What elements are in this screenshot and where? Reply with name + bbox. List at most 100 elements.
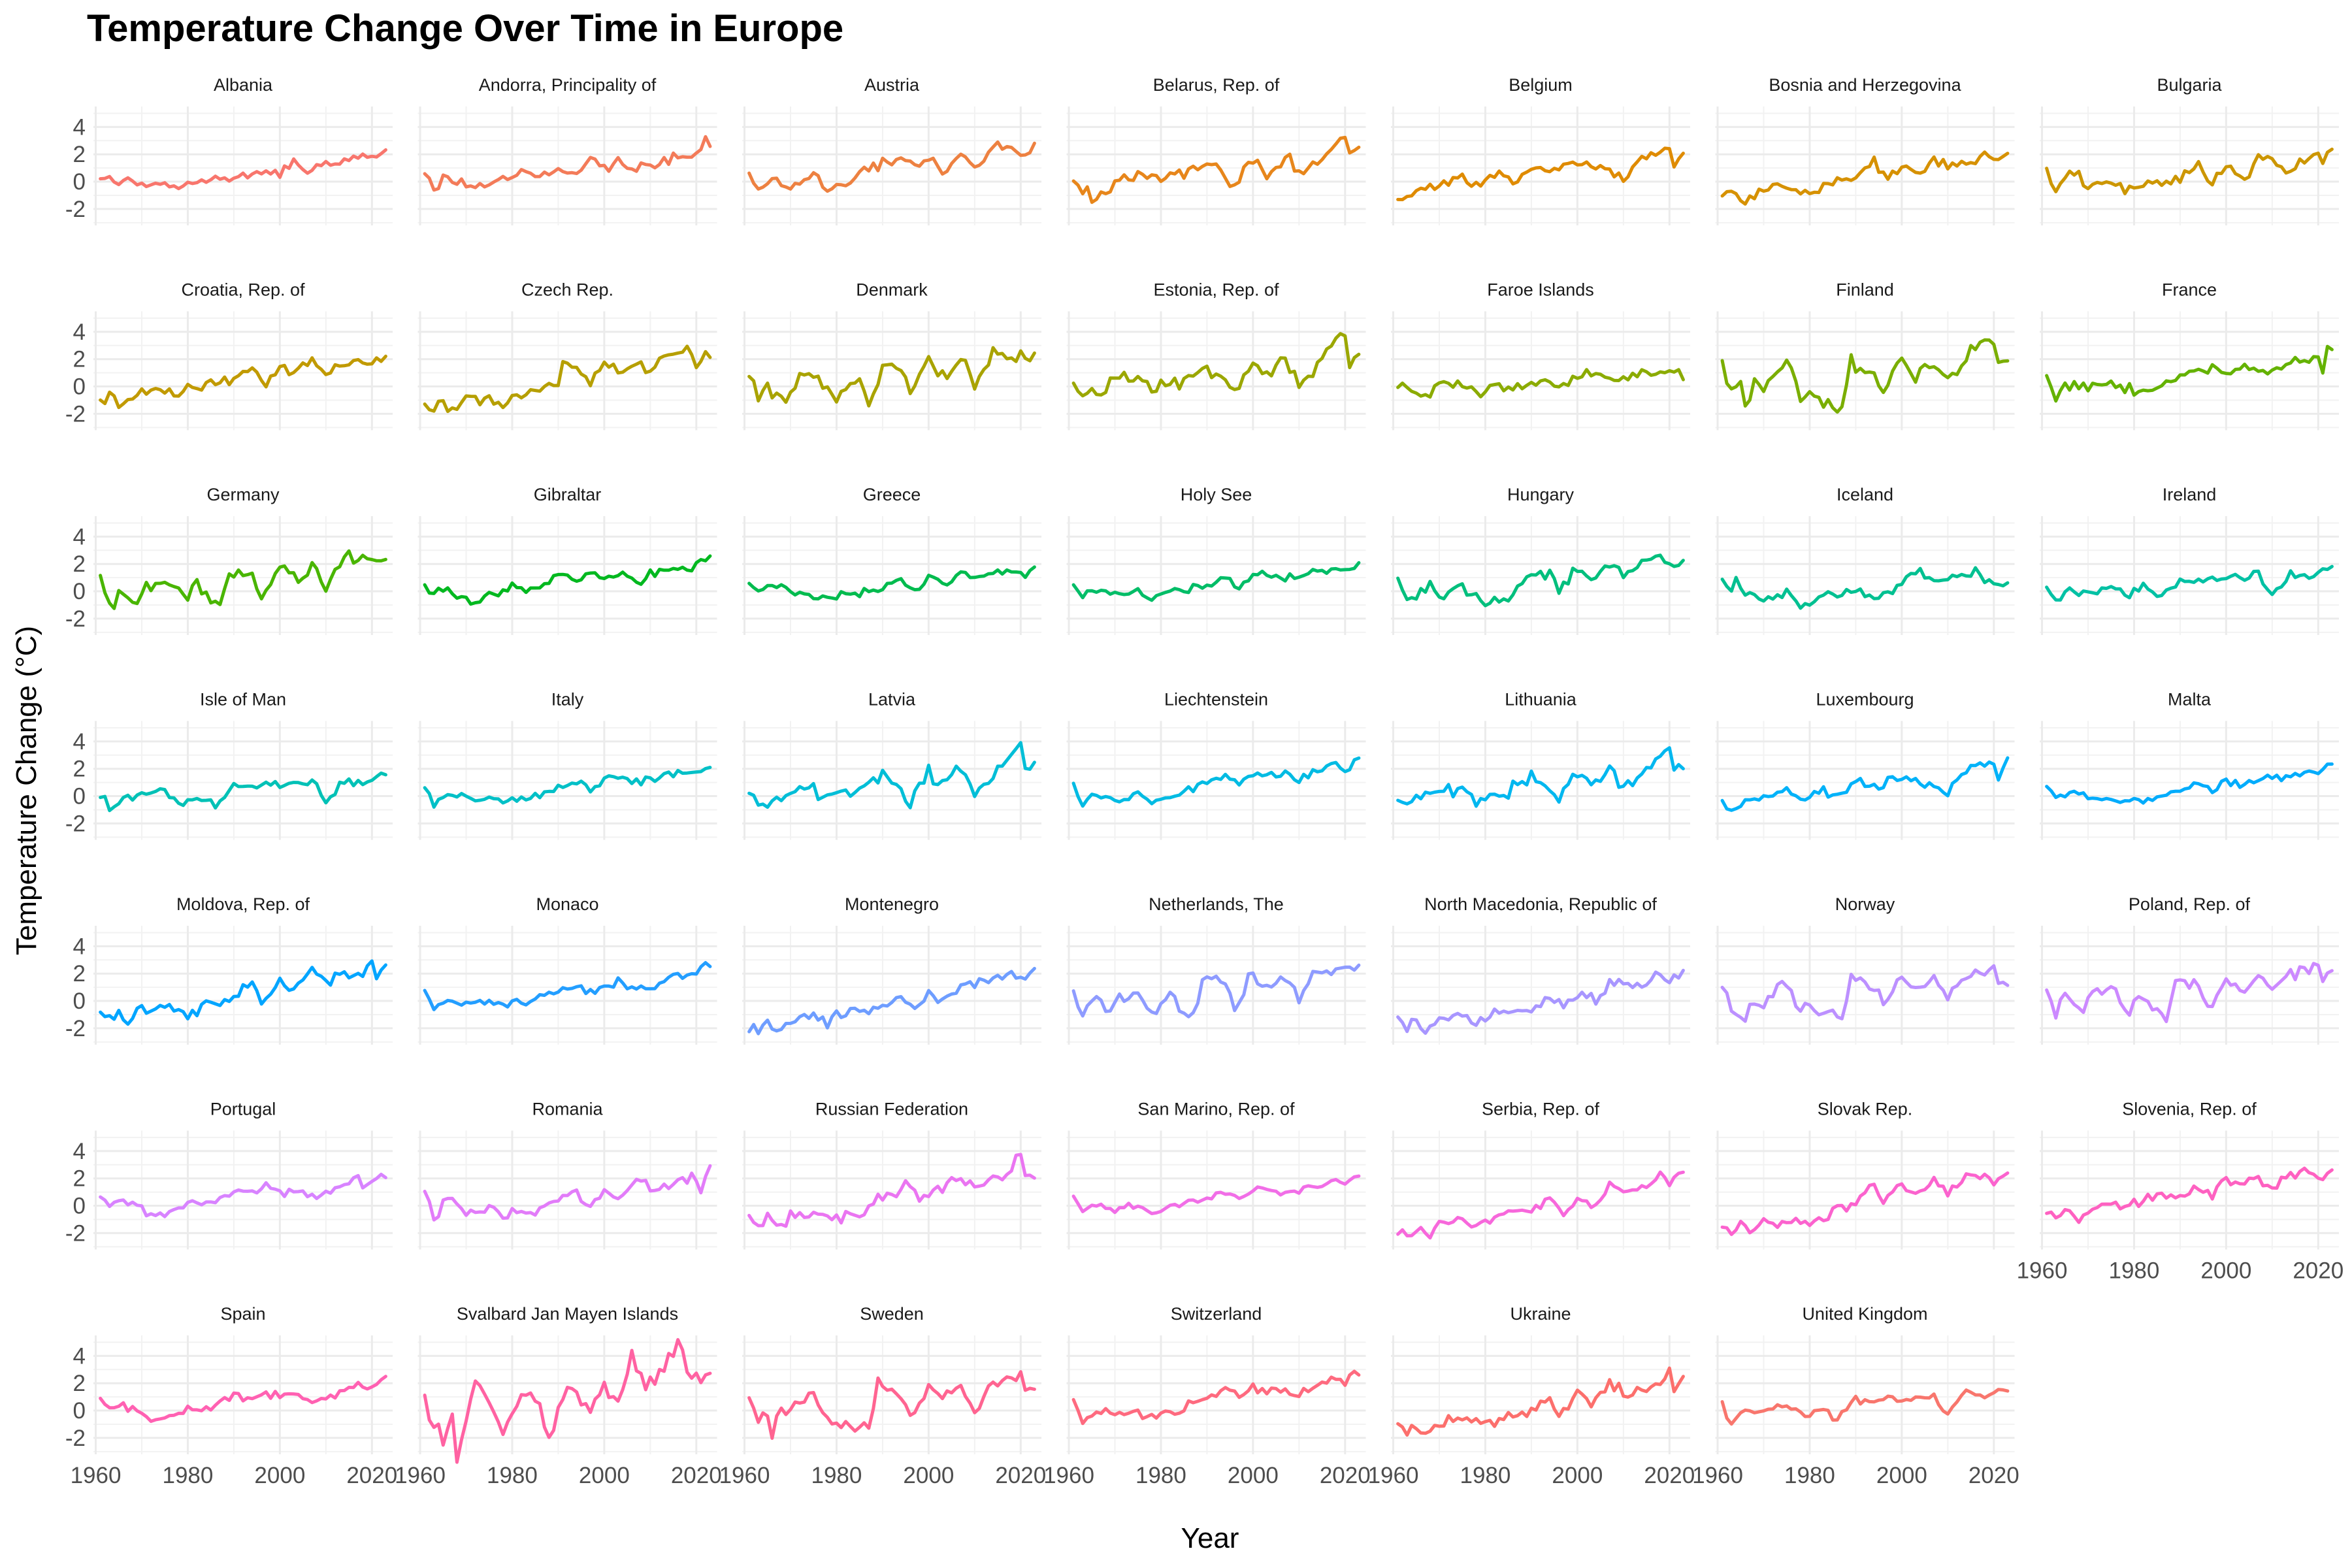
x-tick-label: 1960 (719, 1463, 770, 1488)
facet-strip-label: Poland, Rep. of (2129, 894, 2251, 914)
facet-panel: Ukraine 1960 1980 2000 2020 (1368, 1304, 1695, 1488)
facet-strip-label: France (2162, 280, 2217, 300)
x-tick-label: 2020 (346, 1463, 397, 1488)
facet-strip-label: Switzerland (1171, 1304, 1262, 1324)
facet-strip-label: Norway (1835, 894, 1895, 914)
series-line (2045, 962, 2334, 1024)
facet-panel: Belarus, Rep. of (1066, 75, 1366, 225)
y-tick-label: -2 (65, 401, 86, 427)
x-tick-label: 1980 (163, 1463, 214, 1488)
facet-strip-label: Latvia (868, 690, 916, 710)
facet-strip-label: Hungary (1507, 485, 1575, 504)
facet-strip-label: Svalbard Jan Mayen Islands (457, 1304, 678, 1324)
facet-strip-label: United Kingdom (1802, 1304, 1927, 1324)
facet-panel: Andorra, Principality of (417, 75, 717, 225)
series-line (423, 1164, 712, 1222)
facet-panel: Svalbard Jan Mayen Islands 1960 1980 2000 20… (395, 1304, 722, 1488)
series-line (99, 1375, 387, 1423)
facet-panel: San Marino, Rep. of (1066, 1100, 1366, 1250)
facet-panel: Holy See (1066, 485, 1366, 635)
facet-panel: Luxembourg (1715, 690, 2015, 840)
series-line (1720, 756, 2010, 812)
facet-panel: Monaco (417, 894, 717, 1045)
x-tick-label: 1960 (71, 1463, 122, 1488)
facet-strip-label: Bosnia and Herzegovina (1769, 75, 1961, 95)
y-tick-label: -2 (65, 1220, 86, 1246)
x-tick-label: 1960 (1368, 1463, 1419, 1488)
facet-panel: Liechtenstein (1066, 690, 1366, 840)
facet-strip-label: Malta (2168, 690, 2212, 710)
series-line (1396, 1170, 1685, 1240)
x-tick-label: 1960 (2017, 1258, 2068, 1284)
series-line (1396, 1366, 1685, 1437)
x-tick-label: 2000 (254, 1463, 305, 1488)
series-line (99, 1173, 387, 1218)
facet-strip-label: Iceland (1837, 485, 1893, 504)
facet-panel: Bosnia and Herzegovina (1715, 75, 2015, 225)
series-line (1071, 756, 1361, 808)
y-tick-label: 2 (73, 961, 86, 987)
facet-strip-label: Czech Rep. (521, 280, 613, 300)
facet-strip-label: Montenegro (845, 894, 939, 914)
facet-panel: Switzerland 1960 1980 2000 2020 (1043, 1304, 1371, 1488)
y-tick-label: 0 (73, 579, 86, 604)
facet-strip-label: Gibraltar (534, 485, 602, 504)
x-tick-label: 1960 (1692, 1463, 1743, 1488)
facet-panel: Austria (742, 75, 1041, 225)
facet-strip-label: Slovenia, Rep. of (2122, 1100, 2257, 1119)
series-line (1396, 968, 1685, 1035)
x-tick-label: 2000 (579, 1463, 630, 1488)
series-line (423, 961, 712, 1011)
series-line (423, 554, 712, 606)
x-tick-label: 1980 (2109, 1258, 2160, 1284)
x-tick-label: 2000 (1228, 1463, 1279, 1488)
facet-panel: Gibraltar (417, 485, 717, 635)
facet-panel: Netherlands, The (1066, 894, 1366, 1045)
series-line (1396, 368, 1685, 399)
series-line (1071, 561, 1361, 602)
series-line (747, 140, 1036, 193)
facet-strip-label: Andorra, Principality of (479, 75, 657, 95)
series-line (423, 1338, 712, 1464)
series-line (2045, 147, 2334, 195)
facet-panel: Czech Rep. (417, 280, 717, 431)
x-tick-label: 2020 (671, 1463, 722, 1488)
facet-panel: Sweden 1960 1980 2000 2020 (719, 1304, 1047, 1488)
series-line (1396, 146, 1685, 201)
series-line (747, 1370, 1036, 1440)
series-line (2045, 762, 2334, 805)
facet-panel: Romania (417, 1100, 717, 1250)
series-line (423, 766, 712, 809)
facet-strip-label: Isle of Man (200, 690, 286, 710)
y-tick-label: 2 (73, 1371, 86, 1396)
x-tick-label: 1960 (1043, 1463, 1094, 1488)
facet-panel: Serbia, Rep. of (1391, 1100, 1690, 1250)
series-line (99, 959, 387, 1026)
facet-strip-label: Lithuania (1505, 690, 1577, 710)
facet-strip-label: Holy See (1181, 485, 1252, 504)
series-line (747, 346, 1036, 408)
x-tick-label: 2020 (1968, 1463, 2019, 1488)
facet-strip-label: Greece (863, 485, 921, 504)
series-line (1071, 1369, 1361, 1426)
x-tick-label: 1980 (1784, 1463, 1835, 1488)
series-line (1720, 1388, 2010, 1426)
facet-panel: Lithuania (1391, 690, 1690, 840)
facet-strip-label: Croatia, Rep. of (181, 280, 305, 300)
series-line (1720, 964, 2010, 1023)
series-line (747, 1152, 1036, 1228)
facet-strip-label: Italy (551, 690, 584, 710)
facet-strip-label: Albania (214, 75, 273, 95)
series-line (1071, 963, 1361, 1019)
facet-strip-label: Sweden (860, 1304, 924, 1324)
facet-strip-label: Bulgaria (2157, 75, 2222, 95)
facet-strip-label: Germany (206, 485, 280, 504)
x-tick-label: 2020 (995, 1463, 1046, 1488)
x-tick-label: 2020 (2293, 1258, 2344, 1284)
y-tick-label: 0 (73, 374, 86, 400)
facet-strip-label: Luxembourg (1816, 690, 1914, 710)
